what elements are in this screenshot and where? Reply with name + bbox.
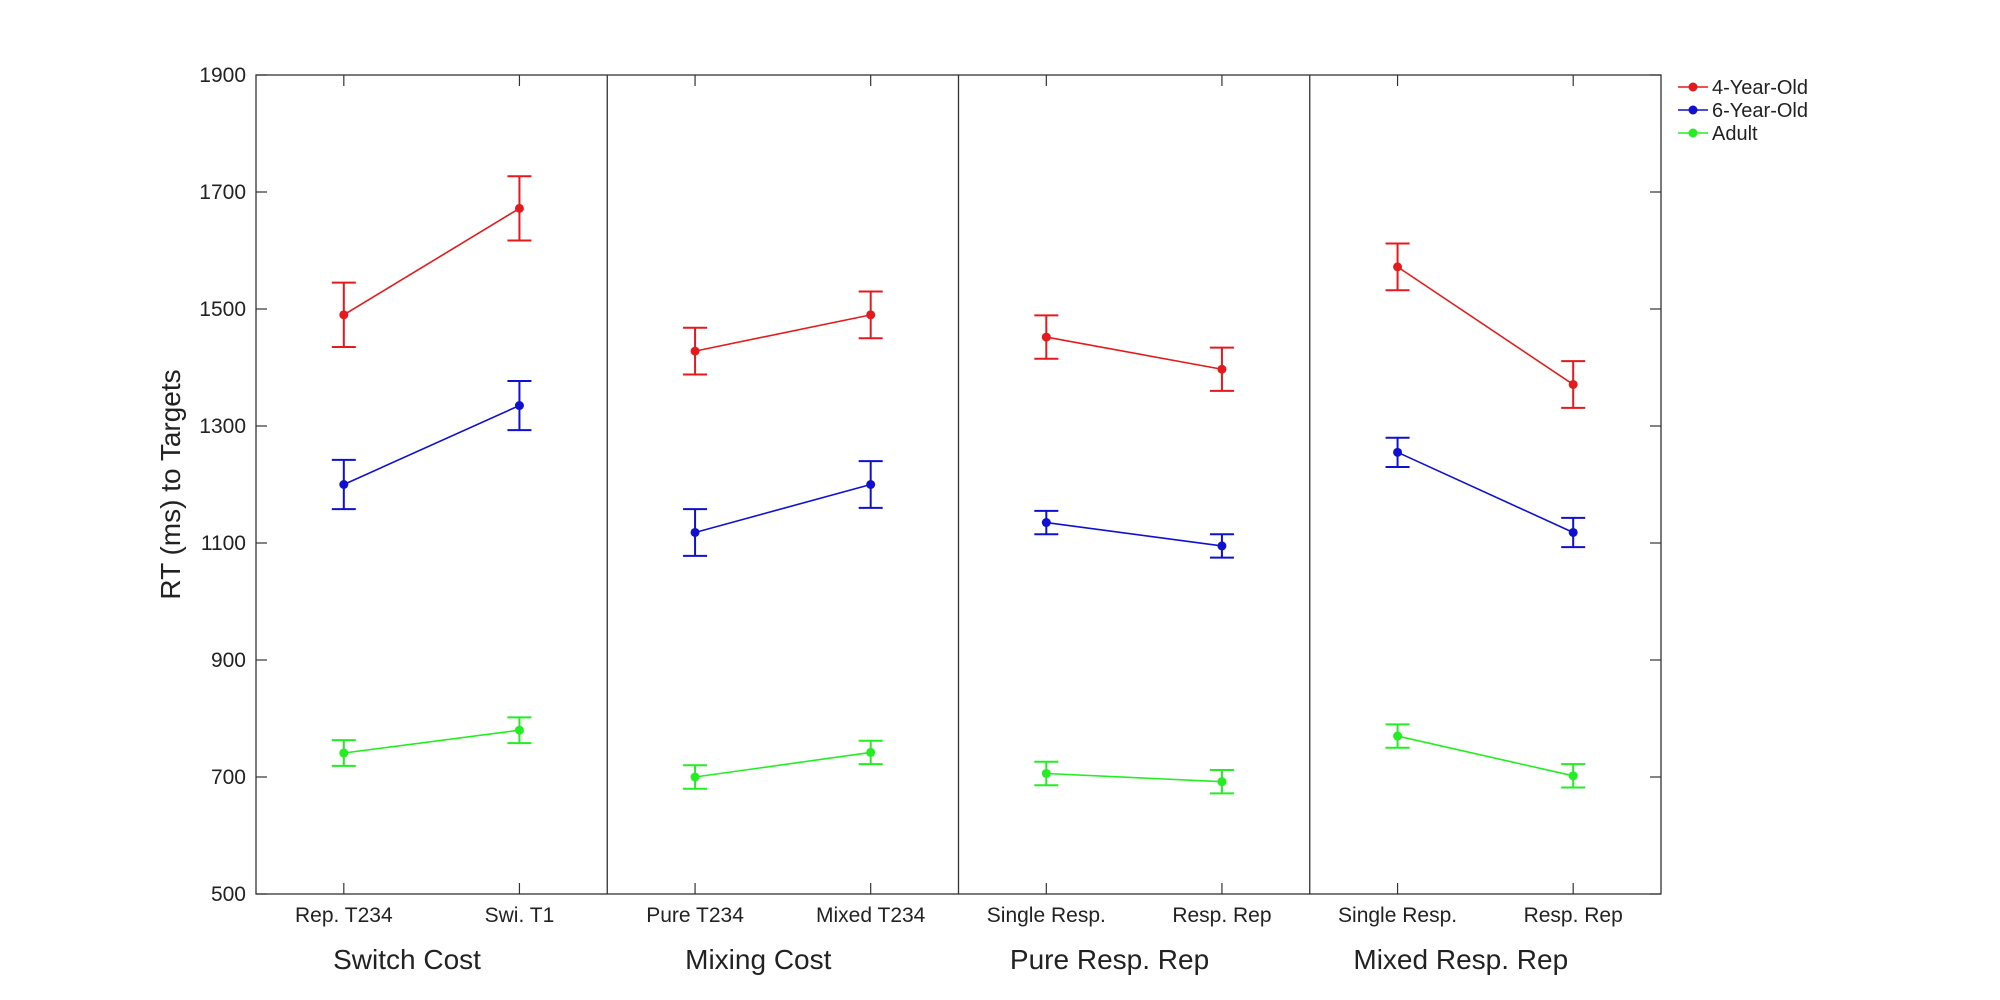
y-tick-label: 1500 (199, 298, 246, 321)
data-point (1568, 527, 1578, 537)
series-4-Year-Old (331, 175, 1586, 409)
series-line (343, 729, 520, 754)
data-point (1041, 332, 1051, 342)
legend-item: 6-Year-Old (1678, 100, 1808, 122)
series-line (694, 314, 871, 352)
x-tick-label: Single Resp. (1338, 904, 1457, 927)
series-6-Year-Old (331, 379, 1586, 559)
legend-item: Adult (1678, 123, 1758, 145)
data-point (1041, 768, 1051, 778)
series-line (1046, 772, 1222, 783)
data-point (1393, 731, 1403, 741)
data-point (866, 747, 876, 757)
panel-label: Mixed Resp. Rep (1353, 944, 1568, 975)
data-point (339, 748, 349, 758)
data-point (866, 480, 876, 489)
data-point (339, 310, 349, 320)
x-tick-label: Resp. Rep (1524, 904, 1623, 927)
y-tick-label: 900 (211, 649, 246, 672)
panel-label: Pure Resp. Rep (1010, 944, 1209, 975)
data-point (1393, 447, 1403, 457)
x-tick-label: Resp. Rep (1172, 904, 1271, 927)
legend-swatch-marker (1688, 128, 1698, 138)
y-tick-label: 700 (211, 766, 246, 789)
x-tick-label: Pure T234 (646, 904, 744, 927)
series-line (694, 751, 871, 778)
x-tick-label: Single Resp. (987, 904, 1106, 927)
data-point (866, 310, 876, 320)
data-point (1217, 364, 1227, 374)
legend-swatch-marker (1688, 105, 1698, 115)
data-point (1393, 262, 1403, 272)
x-tick-label: Swi. T1 (485, 904, 555, 927)
series-line (1397, 735, 1574, 777)
y-axis-label: RT (ms) to Targets (155, 369, 186, 599)
series-line (1046, 336, 1223, 371)
series-line (343, 207, 520, 316)
data-point (339, 480, 349, 489)
series-line (343, 404, 520, 486)
axis-labels: 500 700 900 1100 1300 1500 1700 1900 RT (ms) to … (155, 64, 1623, 975)
data-point (1568, 379, 1578, 389)
series-line (694, 483, 871, 534)
data-point (1568, 771, 1578, 781)
series-line (1397, 451, 1574, 534)
data-point (690, 346, 700, 356)
data-point (1217, 777, 1227, 787)
data-point (514, 401, 524, 411)
x-tick-label: Rep. T234 (295, 904, 393, 927)
data-point (1041, 518, 1051, 528)
y-tick-label: 500 (211, 883, 246, 906)
data-point (1217, 541, 1227, 551)
series-line (1397, 266, 1574, 386)
plot-area (331, 175, 1586, 795)
legend-label: 4-Year-Old (1712, 77, 1808, 99)
legend-label: Adult (1712, 123, 1758, 145)
legend-swatch-marker (1688, 82, 1698, 92)
y-tick-label: 1100 (201, 532, 246, 555)
data-point (514, 203, 524, 213)
axes (255, 74, 1662, 895)
panel-label: Mixing Cost (685, 944, 831, 975)
y-tick-label: 1300 (199, 415, 246, 438)
panel-label: Switch Cost (333, 944, 481, 975)
data-point (514, 725, 524, 735)
series-line (1046, 521, 1223, 547)
x-tick-label: Mixed T234 (816, 904, 926, 927)
legend-label: 6-Year-Old (1712, 100, 1808, 122)
data-point (690, 527, 700, 537)
series-Adult (331, 716, 1586, 795)
data-point (690, 772, 700, 782)
y-tick-label: 1700 (199, 181, 246, 204)
legend-item: 4-Year-Old (1678, 77, 1808, 99)
y-tick-label: 1900 (199, 64, 246, 87)
